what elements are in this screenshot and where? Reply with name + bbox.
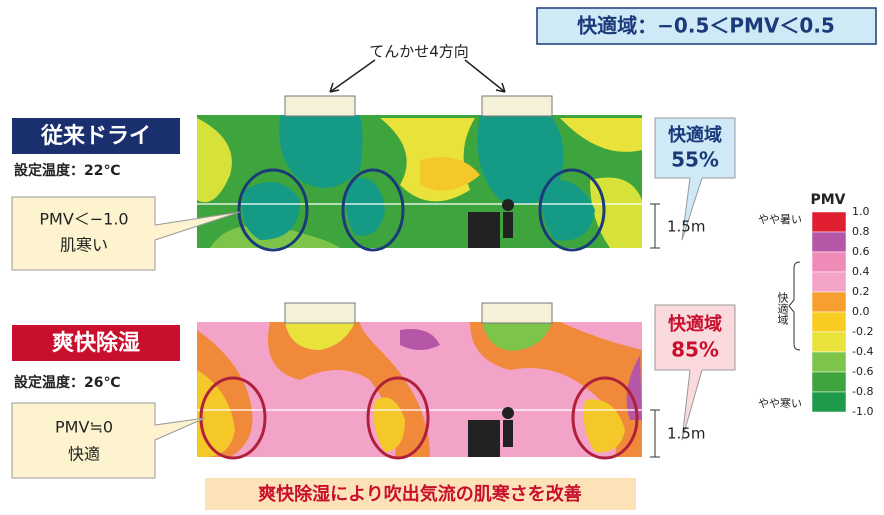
height-label: 1.5m: [667, 425, 705, 443]
legend-tick-label: -0.8: [852, 385, 873, 398]
legend-tick-label: 0.2: [852, 285, 870, 298]
legend-tick-label: -0.6: [852, 365, 873, 378]
comfort-value: 55%: [671, 148, 719, 172]
legend-swatch: [811, 351, 847, 373]
legend-tick-label: 0.4: [852, 265, 870, 278]
height-marker: [650, 409, 660, 458]
arrow: [329, 59, 376, 93]
comfort-bubble: [654, 117, 736, 241]
callout-text: PMV＜−1.0: [39, 210, 128, 229]
legend-tick-label: 0.6: [852, 245, 870, 258]
label-box: [12, 118, 180, 154]
callout-text: 肌寒い: [60, 236, 108, 255]
legend-swatch: [811, 311, 847, 333]
legend-tick-label: 0.8: [852, 225, 870, 238]
height-label: 1.5m: [667, 218, 705, 236]
setting: 設定温度：22℃: [14, 162, 120, 179]
callout-text: 快適: [68, 445, 100, 464]
footer-box: [205, 478, 636, 510]
legend-tick-label: 1.0: [852, 205, 870, 218]
comfort-bubble: [654, 304, 736, 441]
comfort-value: 85%: [671, 338, 719, 362]
legend-title: PMV: [810, 192, 845, 208]
legend-tick-label: -0.2: [852, 325, 873, 338]
legend-tick-label: -1.0: [852, 405, 873, 418]
label-box: [12, 325, 180, 361]
legend-swatch: [811, 271, 847, 293]
arrow: [464, 59, 506, 93]
heatmap-dry: [197, 95, 642, 252]
header-box: [536, 7, 877, 45]
panel-label: 爽快除湿: [52, 330, 140, 356]
panel-label: 従来ドライ: [40, 123, 151, 149]
legend-swatch: [811, 291, 847, 313]
legend-swatch: [811, 371, 847, 393]
legend-cold: やや寒い: [758, 396, 802, 410]
legend-swatch: [811, 251, 847, 273]
legend-tick-label: -0.4: [852, 345, 873, 358]
bracket: [788, 261, 801, 351]
ac-label: てんかせ4方向: [369, 43, 469, 61]
callout-text: PMV≒0: [55, 418, 113, 437]
heatmap-dehumid: [197, 302, 642, 460]
callout: [11, 196, 241, 271]
footer-text: 爽快除湿により吹出気流の肌寒さを改善: [258, 483, 582, 505]
legend-swatch: [811, 391, 847, 413]
callout: [11, 402, 206, 479]
legend-hot: やや暑い: [758, 213, 802, 226]
comfort-label: 快適域: [668, 124, 722, 146]
legend: PMV やや暑い やや寒い 快適域 1.0 0.8 0.6 0.4 0.2 0.0 -0.2…: [758, 192, 873, 418]
height-marker: [650, 203, 660, 249]
legend-comfort: 快適域: [776, 292, 789, 325]
header-text: 快適域：−0.5＜PMV＜0.5: [577, 14, 835, 38]
legend-swatch: [811, 231, 847, 253]
setting: 設定温度：26℃: [14, 374, 120, 391]
legend-swatch: [811, 211, 847, 233]
comfort-label: 快適域: [668, 313, 722, 335]
legend-swatch: [811, 331, 847, 353]
legend-tick-label: 0.0: [852, 305, 870, 318]
